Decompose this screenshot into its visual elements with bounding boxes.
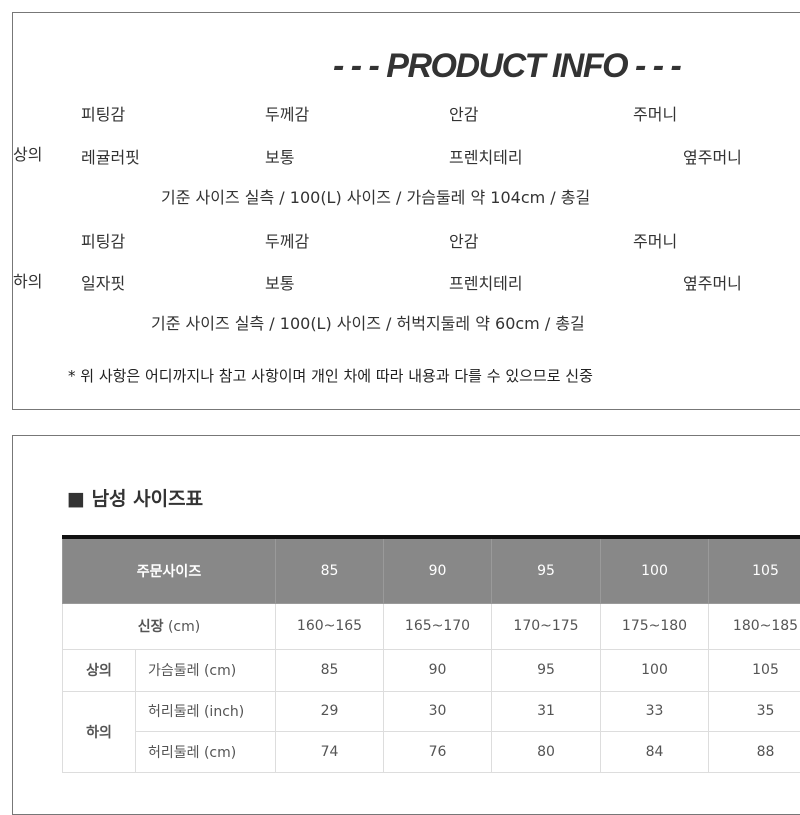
waist-cm-cell: 76 xyxy=(384,731,492,772)
header-pocket: 주머니 xyxy=(633,219,773,260)
table-row: 신장 (cm) 160~165 165~170 170~175 175~180 … xyxy=(63,603,800,649)
value-fit: 일자핏 xyxy=(81,260,265,303)
header-thickness: 두께감 xyxy=(265,219,449,260)
size-chart-title: ■ 남성 사이즈표 xyxy=(67,484,203,511)
header-fit: 피팅감 xyxy=(81,219,265,260)
top-label: 상의 xyxy=(13,93,81,213)
product-info-panel: - - - PRODUCT INFO - - - 상의 피팅감 두께감 안감 주… xyxy=(12,12,800,410)
value-thickness: 보통 xyxy=(265,133,449,179)
top-note: 기준 사이즈 실측 / 100(L) 사이즈 / 가슴둘레 약 104cm / … xyxy=(81,179,773,213)
bottom-info-table: 하의 피팅감 두께감 안감 주머니 일자핏 보통 프렌치테리 옆주머니 기준 사… xyxy=(13,219,773,340)
height-cell: 180~185 xyxy=(709,603,800,649)
value-thickness: 보통 xyxy=(265,260,449,303)
value-fit: 레귤러핏 xyxy=(81,133,265,179)
bottom-note: 기준 사이즈 실측 / 100(L) 사이즈 / 허벅지둘레 약 60cm / … xyxy=(81,303,773,340)
chest-cell: 95 xyxy=(492,649,601,691)
header-thickness: 두께감 xyxy=(265,93,449,133)
chest-cell: 105 xyxy=(709,649,800,691)
size-header: 90 xyxy=(384,537,492,603)
table-row: 하의 허리둘레 (inch) 29 30 31 33 35 xyxy=(63,691,800,731)
size-header: 85 xyxy=(276,537,384,603)
value-lining: 프렌치테리 xyxy=(449,133,633,179)
value-pocket: 옆주머니 xyxy=(633,260,773,303)
header-lining: 안감 xyxy=(449,219,633,260)
waist-inch-cell: 35 xyxy=(709,691,800,731)
header-lining: 안감 xyxy=(449,93,633,133)
bottom-label: 하의 xyxy=(13,219,81,340)
order-size-header: 주문사이즈 xyxy=(63,537,276,603)
size-header: 105 xyxy=(709,537,800,603)
size-header: 95 xyxy=(492,537,601,603)
waist-inch-cell: 33 xyxy=(601,691,709,731)
height-cell: 160~165 xyxy=(276,603,384,649)
size-chart-table: 주문사이즈 85 90 95 100 105 신장 (cm) 160~165 1… xyxy=(62,535,800,773)
waist-cm-cell: 80 xyxy=(492,731,601,772)
table-row: 허리둘레 (cm) 74 76 80 84 88 xyxy=(63,731,800,772)
height-unit: (cm) xyxy=(168,619,200,635)
chest-cell: 90 xyxy=(384,649,492,691)
waist-cm-cell: 88 xyxy=(709,731,800,772)
waist-inch-label: 허리둘레 (inch) xyxy=(136,691,276,731)
chest-label: 가슴둘레 (cm) xyxy=(136,649,276,691)
height-label: 신장 (cm) xyxy=(63,603,276,649)
waist-cm-cell: 84 xyxy=(601,731,709,772)
waist-inch-cell: 29 xyxy=(276,691,384,731)
waist-cm-cell: 74 xyxy=(276,731,384,772)
top-group-label: 상의 xyxy=(63,649,136,691)
size-header: 100 xyxy=(601,537,709,603)
chest-cell: 85 xyxy=(276,649,384,691)
product-info-title: - - - PRODUCT INFO - - - xyxy=(333,47,680,86)
waist-inch-cell: 31 xyxy=(492,691,601,731)
height-cell: 165~170 xyxy=(384,603,492,649)
top-info-table: 상의 피팅감 두께감 안감 주머니 레귤러핏 보통 프렌치테리 옆주머니 기준 … xyxy=(13,93,773,213)
table-row: 상의 가슴둘레 (cm) 85 90 95 100 105 xyxy=(63,649,800,691)
size-chart-panel: ■ 남성 사이즈표 주문사이즈 85 90 95 100 105 신장 (cm)… xyxy=(12,435,800,815)
footnote: * 위 사항은 어디까지나 참고 사항이며 개인 차에 따라 내용과 다를 수 … xyxy=(68,365,593,386)
header-fit: 피팅감 xyxy=(81,93,265,133)
header-pocket: 주머니 xyxy=(633,93,773,133)
height-cell: 170~175 xyxy=(492,603,601,649)
chest-cell: 100 xyxy=(601,649,709,691)
waist-cm-label: 허리둘레 (cm) xyxy=(136,731,276,772)
height-label-text: 신장 xyxy=(138,619,164,635)
bottom-group-label: 하의 xyxy=(63,691,136,772)
value-lining: 프렌치테리 xyxy=(449,260,633,303)
waist-inch-cell: 30 xyxy=(384,691,492,731)
value-pocket: 옆주머니 xyxy=(633,133,773,179)
height-cell: 175~180 xyxy=(601,603,709,649)
